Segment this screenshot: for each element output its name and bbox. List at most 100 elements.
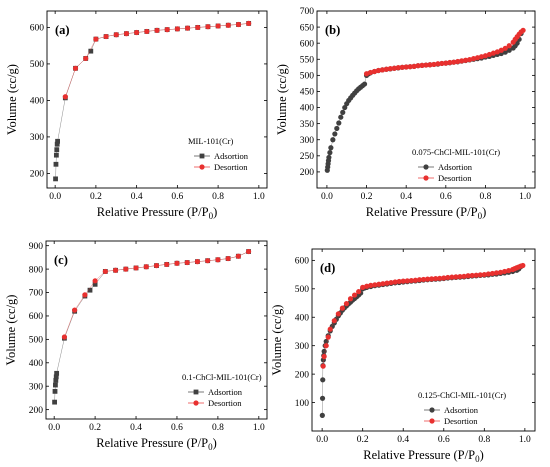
x-axis-label-close: ): [480, 448, 484, 462]
y-tick-label: 900: [29, 242, 44, 252]
y-tick-label: 600: [295, 257, 310, 267]
data-point: [510, 266, 516, 273]
x-axis-label-close: ): [482, 205, 486, 219]
data-point: [205, 24, 211, 30]
legend-marker: [193, 400, 199, 406]
data-point: [514, 40, 520, 46]
data-point: [123, 266, 129, 272]
data-point: [54, 370, 60, 376]
data-point: [336, 120, 342, 126]
data-point: [497, 269, 504, 275]
data-point: [53, 377, 59, 383]
series-line: [65, 23, 249, 97]
y-tick-label: 200: [30, 170, 45, 180]
data-point: [371, 68, 378, 75]
data-point: [501, 268, 508, 275]
data-point: [388, 279, 394, 286]
x-tick-label: 0.6: [171, 192, 183, 202]
data-point: [331, 318, 337, 324]
data-point: [320, 377, 326, 383]
data-point: [490, 50, 496, 56]
data-point: [502, 49, 508, 55]
data-point: [102, 268, 108, 275]
x-tick-label: 0.2: [357, 435, 369, 445]
data-point: [93, 36, 99, 42]
data-point: [412, 277, 418, 283]
data-point: [494, 49, 500, 55]
data-point: [420, 276, 427, 283]
legend-entry: Desortion: [214, 162, 248, 172]
data-point: [510, 39, 516, 45]
data-point: [395, 65, 401, 71]
legend-marker: [429, 418, 435, 424]
y-tick-label: 400: [30, 97, 45, 107]
data-point: [54, 147, 60, 153]
plot-frame: [45, 240, 268, 420]
data-point: [72, 307, 78, 313]
data-point: [87, 287, 93, 293]
panel-label: (a): [55, 23, 70, 37]
data-point: [451, 59, 457, 65]
y-tick-label: 600: [29, 312, 44, 322]
data-point: [52, 388, 58, 394]
panel-label: (b): [325, 23, 340, 37]
data-point: [184, 259, 190, 266]
data-point: [245, 248, 252, 255]
data-point: [174, 26, 180, 32]
y-axis-label: Volume (cc/g): [4, 295, 18, 366]
x-tick-label: 0.6: [438, 435, 450, 445]
legend-marker: [199, 153, 205, 159]
data-point: [445, 274, 451, 281]
plot-frame: [46, 10, 268, 189]
y-axis-label: Volume (cc/g): [5, 64, 19, 135]
y-tick-label: 300: [295, 342, 310, 352]
data-point: [334, 125, 340, 132]
data-point: [443, 60, 449, 66]
data-point: [332, 131, 338, 137]
data-point: [383, 66, 389, 72]
data-point: [493, 270, 500, 276]
data-point: [235, 21, 242, 28]
legend-title: MIL-101(Cr): [188, 136, 233, 146]
data-point: [481, 271, 487, 278]
data-point: [433, 275, 439, 282]
data-point: [469, 272, 475, 279]
x-axis-label-subscript: 0: [475, 454, 480, 464]
x-tick-label: 0.6: [171, 423, 183, 433]
data-point: [384, 280, 390, 286]
x-tick-label: 0.4: [397, 435, 409, 445]
data-point: [416, 277, 423, 283]
x-tick-label: 1.0: [253, 423, 265, 433]
data-point: [174, 260, 180, 266]
x-axis-label: Relative Pressure (P/P0): [363, 448, 483, 464]
data-point: [375, 67, 382, 74]
data-point: [338, 114, 344, 120]
data-point: [319, 412, 325, 418]
x-tick-label: 0.8: [478, 435, 490, 445]
data-point: [215, 257, 221, 263]
data-point: [154, 27, 160, 33]
y-tick-label: 300: [30, 133, 45, 143]
y-tick-label: 400: [29, 359, 44, 369]
data-point: [364, 283, 370, 289]
legend-entry: Adsortion: [438, 162, 473, 172]
data-point: [367, 69, 374, 76]
legend-entry: Desortion: [208, 398, 242, 408]
y-tick-label: 600: [300, 39, 315, 49]
data-point: [103, 33, 109, 40]
data-point: [53, 176, 58, 182]
data-point: [323, 343, 329, 349]
chart-panel-a: 0.0 0.2 0.4 0.6 0.8 1.0 200 300 400 500 600 Relativ…: [5, 10, 268, 221]
legend-entry: Adsortion: [444, 405, 479, 415]
data-point: [61, 334, 68, 340]
y-tick-label: 300: [29, 382, 44, 392]
data-point: [225, 255, 231, 262]
data-point: [380, 281, 386, 287]
data-point: [449, 274, 455, 280]
x-tick-label: 0.0: [49, 192, 61, 202]
data-point: [328, 145, 334, 151]
data-point: [53, 161, 59, 167]
x-axis-label-subscript: 0: [209, 211, 214, 221]
data-point: [477, 272, 483, 278]
y-tick-label: 100: [295, 399, 310, 409]
